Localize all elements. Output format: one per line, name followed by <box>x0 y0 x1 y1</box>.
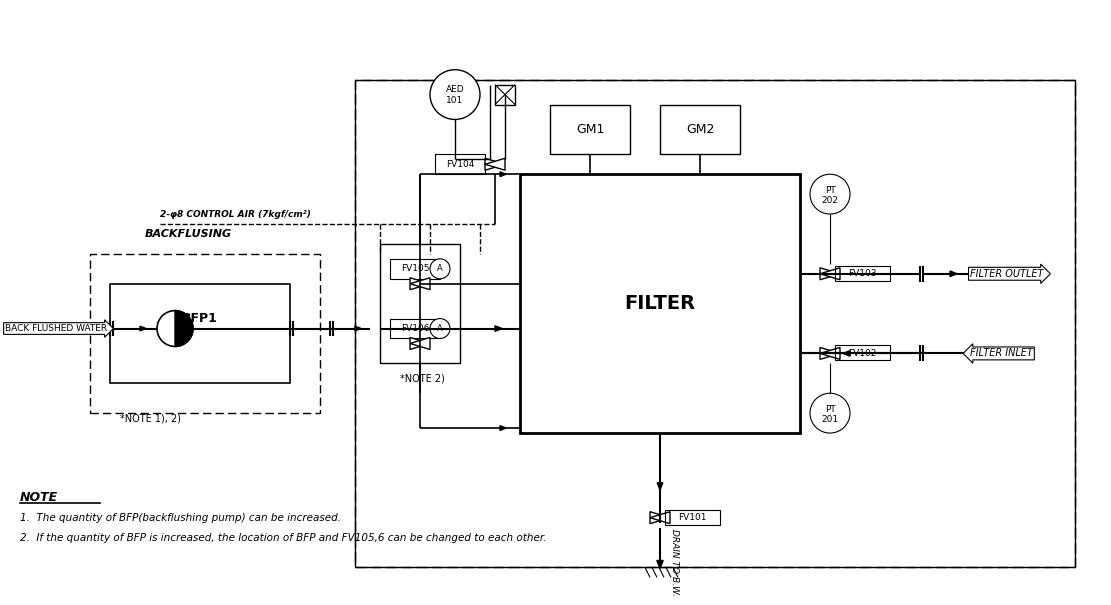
Bar <box>390 259 440 279</box>
Text: BACKFLUSING: BACKFLUSING <box>146 229 232 239</box>
Text: GM1: GM1 <box>575 123 604 136</box>
Polygon shape <box>140 326 146 331</box>
Bar <box>520 174 800 433</box>
Text: *NOTE 1), 2): *NOTE 1), 2) <box>120 413 180 423</box>
Text: PT: PT <box>824 186 835 195</box>
Text: FILTER: FILTER <box>624 294 695 313</box>
Polygon shape <box>410 278 430 290</box>
Polygon shape <box>410 338 430 350</box>
Polygon shape <box>650 512 670 524</box>
Circle shape <box>430 259 450 279</box>
Text: FV101: FV101 <box>678 513 707 522</box>
Polygon shape <box>658 483 663 490</box>
Bar <box>835 345 890 361</box>
Bar <box>550 105 630 154</box>
Circle shape <box>810 174 850 214</box>
Polygon shape <box>356 326 361 331</box>
Text: FV104: FV104 <box>446 160 474 169</box>
Polygon shape <box>650 512 670 524</box>
Bar <box>390 319 440 338</box>
Text: PT: PT <box>824 405 835 414</box>
Polygon shape <box>950 271 957 276</box>
Polygon shape <box>820 268 840 280</box>
Text: NOTE: NOTE <box>20 491 58 505</box>
Bar <box>835 266 890 281</box>
Bar <box>356 80 1075 567</box>
Text: A: A <box>437 264 443 273</box>
Circle shape <box>810 393 850 433</box>
Text: GM2: GM2 <box>685 123 714 136</box>
Text: FV105: FV105 <box>401 264 429 273</box>
Text: BFP1: BFP1 <box>182 312 218 325</box>
Text: FV106: FV106 <box>401 324 429 333</box>
Polygon shape <box>410 338 430 350</box>
Polygon shape <box>496 325 502 332</box>
Circle shape <box>430 70 480 119</box>
Text: FILTER INLET: FILTER INLET <box>970 348 1033 358</box>
Bar <box>665 510 720 525</box>
Bar <box>90 254 320 413</box>
Polygon shape <box>820 347 840 359</box>
Polygon shape <box>486 159 506 170</box>
Polygon shape <box>843 351 850 356</box>
Bar <box>110 284 290 384</box>
Polygon shape <box>820 268 840 280</box>
Text: FV102: FV102 <box>848 349 877 358</box>
Text: 201: 201 <box>821 414 839 423</box>
Text: 2.  If the quantity of BFP is increased, the location of BFP and FV105,6 can be : 2. If the quantity of BFP is increased, … <box>20 532 547 543</box>
Text: 202: 202 <box>821 195 839 204</box>
Circle shape <box>157 310 193 347</box>
Text: FV103: FV103 <box>848 269 877 278</box>
Polygon shape <box>820 347 840 359</box>
Text: BACK FLUSHED WATER: BACK FLUSHED WATER <box>6 324 107 333</box>
Polygon shape <box>500 172 506 177</box>
Text: *NOTE 2): *NOTE 2) <box>400 373 444 384</box>
Polygon shape <box>830 271 837 276</box>
Polygon shape <box>176 310 193 347</box>
Text: DRAIN TO B.W.: DRAIN TO B.W. <box>670 529 679 596</box>
Text: 1.  The quantity of BFP(backflushing pump) can be increased.: 1. The quantity of BFP(backflushing pump… <box>20 512 341 523</box>
Text: A: A <box>437 324 443 333</box>
Polygon shape <box>410 278 430 290</box>
Text: AED: AED <box>446 85 464 94</box>
Bar <box>380 244 460 364</box>
Bar <box>356 80 1075 567</box>
Text: 101: 101 <box>447 96 463 105</box>
Bar <box>660 105 740 154</box>
Bar <box>436 154 486 174</box>
Polygon shape <box>657 560 663 569</box>
Circle shape <box>430 319 450 338</box>
Text: FILTER OUTLET: FILTER OUTLET <box>970 269 1043 279</box>
Bar <box>496 85 516 105</box>
Polygon shape <box>500 426 506 431</box>
Text: 2-φ8 CONTROL AIR (7kgf/cm²): 2-φ8 CONTROL AIR (7kgf/cm²) <box>160 210 311 219</box>
Polygon shape <box>486 159 506 170</box>
